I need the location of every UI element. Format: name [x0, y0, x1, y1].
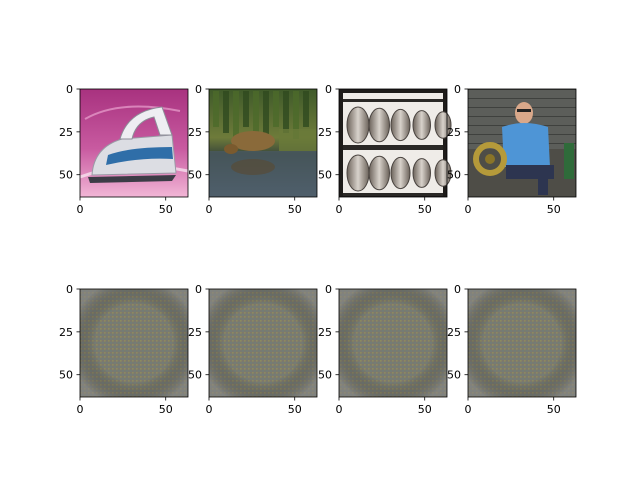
panel-r1-c2: 0 50 0 25 50: [318, 283, 448, 416]
panel-noise-image: [468, 289, 576, 397]
x-tick-label: 0: [336, 203, 343, 216]
y-tick-label: 0: [454, 83, 461, 96]
y-tick-label: 25: [188, 326, 202, 339]
x-tick-label: 50: [288, 203, 302, 216]
x-tick-label: 0: [77, 203, 84, 216]
x-tick-label: 0: [77, 403, 84, 416]
y-tick-label: 50: [318, 169, 332, 182]
axes-frame: [208, 288, 318, 398]
axes-frame: [208, 88, 318, 198]
x-tick-label: 0: [206, 403, 213, 416]
y-tick-label: 50: [59, 169, 73, 182]
x-tick-label: 50: [418, 403, 432, 416]
x-tick-label: 50: [159, 203, 173, 216]
y-tick-label: 25: [447, 126, 461, 139]
x-tick-label: 0: [465, 403, 472, 416]
x-tick-label: 50: [547, 203, 561, 216]
panel-noise-image: [80, 289, 188, 397]
y-tick-label: 0: [325, 283, 332, 296]
x-tick-label: 0: [465, 203, 472, 216]
y-tick-label: 0: [454, 283, 461, 296]
panel-r1-c1: 0 50 0 25 50: [188, 283, 318, 416]
axes-frame: [338, 288, 448, 398]
x-tick-label: 0: [336, 403, 343, 416]
axes-frame: [338, 88, 448, 198]
y-tick-label: 25: [188, 126, 202, 139]
panel-image: [339, 89, 452, 197]
y-tick-label: 0: [195, 83, 202, 96]
y-tick-label: 0: [325, 83, 332, 96]
y-tick-label: 50: [318, 369, 332, 382]
panel-image: [468, 89, 576, 197]
y-tick-label: 25: [318, 126, 332, 139]
y-tick-label: 0: [66, 283, 73, 296]
panel-r0-c0: 0 50 0 25 50: [59, 83, 189, 216]
x-tick-label: 50: [159, 403, 173, 416]
y-tick-label: 50: [447, 369, 461, 382]
y-tick-label: 25: [59, 326, 73, 339]
y-tick-label: 50: [447, 169, 461, 182]
axes-frame: [467, 88, 577, 198]
panel-noise-image: [209, 289, 317, 397]
y-tick-label: 50: [188, 169, 202, 182]
y-tick-label: 50: [59, 369, 73, 382]
axes-frame: [79, 288, 189, 398]
y-tick-label: 0: [66, 83, 73, 96]
panel-r0-c2: 0 50 0 25 50: [318, 83, 452, 216]
axes-frame: [79, 88, 189, 198]
y-tick-label: 25: [318, 326, 332, 339]
panel-r0-c3: 0 50 0 25 50: [447, 83, 577, 216]
panel-r1-c0: 0 50 0 25 50: [59, 283, 189, 416]
panel-image: [209, 89, 317, 197]
panel-r1-c3: 0 50 0 25 50: [447, 283, 577, 416]
x-tick-label: 0: [206, 203, 213, 216]
y-tick-label: 50: [188, 369, 202, 382]
x-tick-label: 50: [547, 403, 561, 416]
y-tick-label: 25: [447, 326, 461, 339]
x-tick-label: 50: [418, 203, 432, 216]
x-tick-label: 50: [288, 403, 302, 416]
y-tick-label: 25: [59, 126, 73, 139]
y-tick-label: 0: [195, 283, 202, 296]
axes-frame: [467, 288, 577, 398]
panel-image: [79, 89, 189, 197]
panel-noise-image: [339, 289, 447, 397]
panel-r0-c1: 0 50 0 25 50: [188, 83, 318, 216]
